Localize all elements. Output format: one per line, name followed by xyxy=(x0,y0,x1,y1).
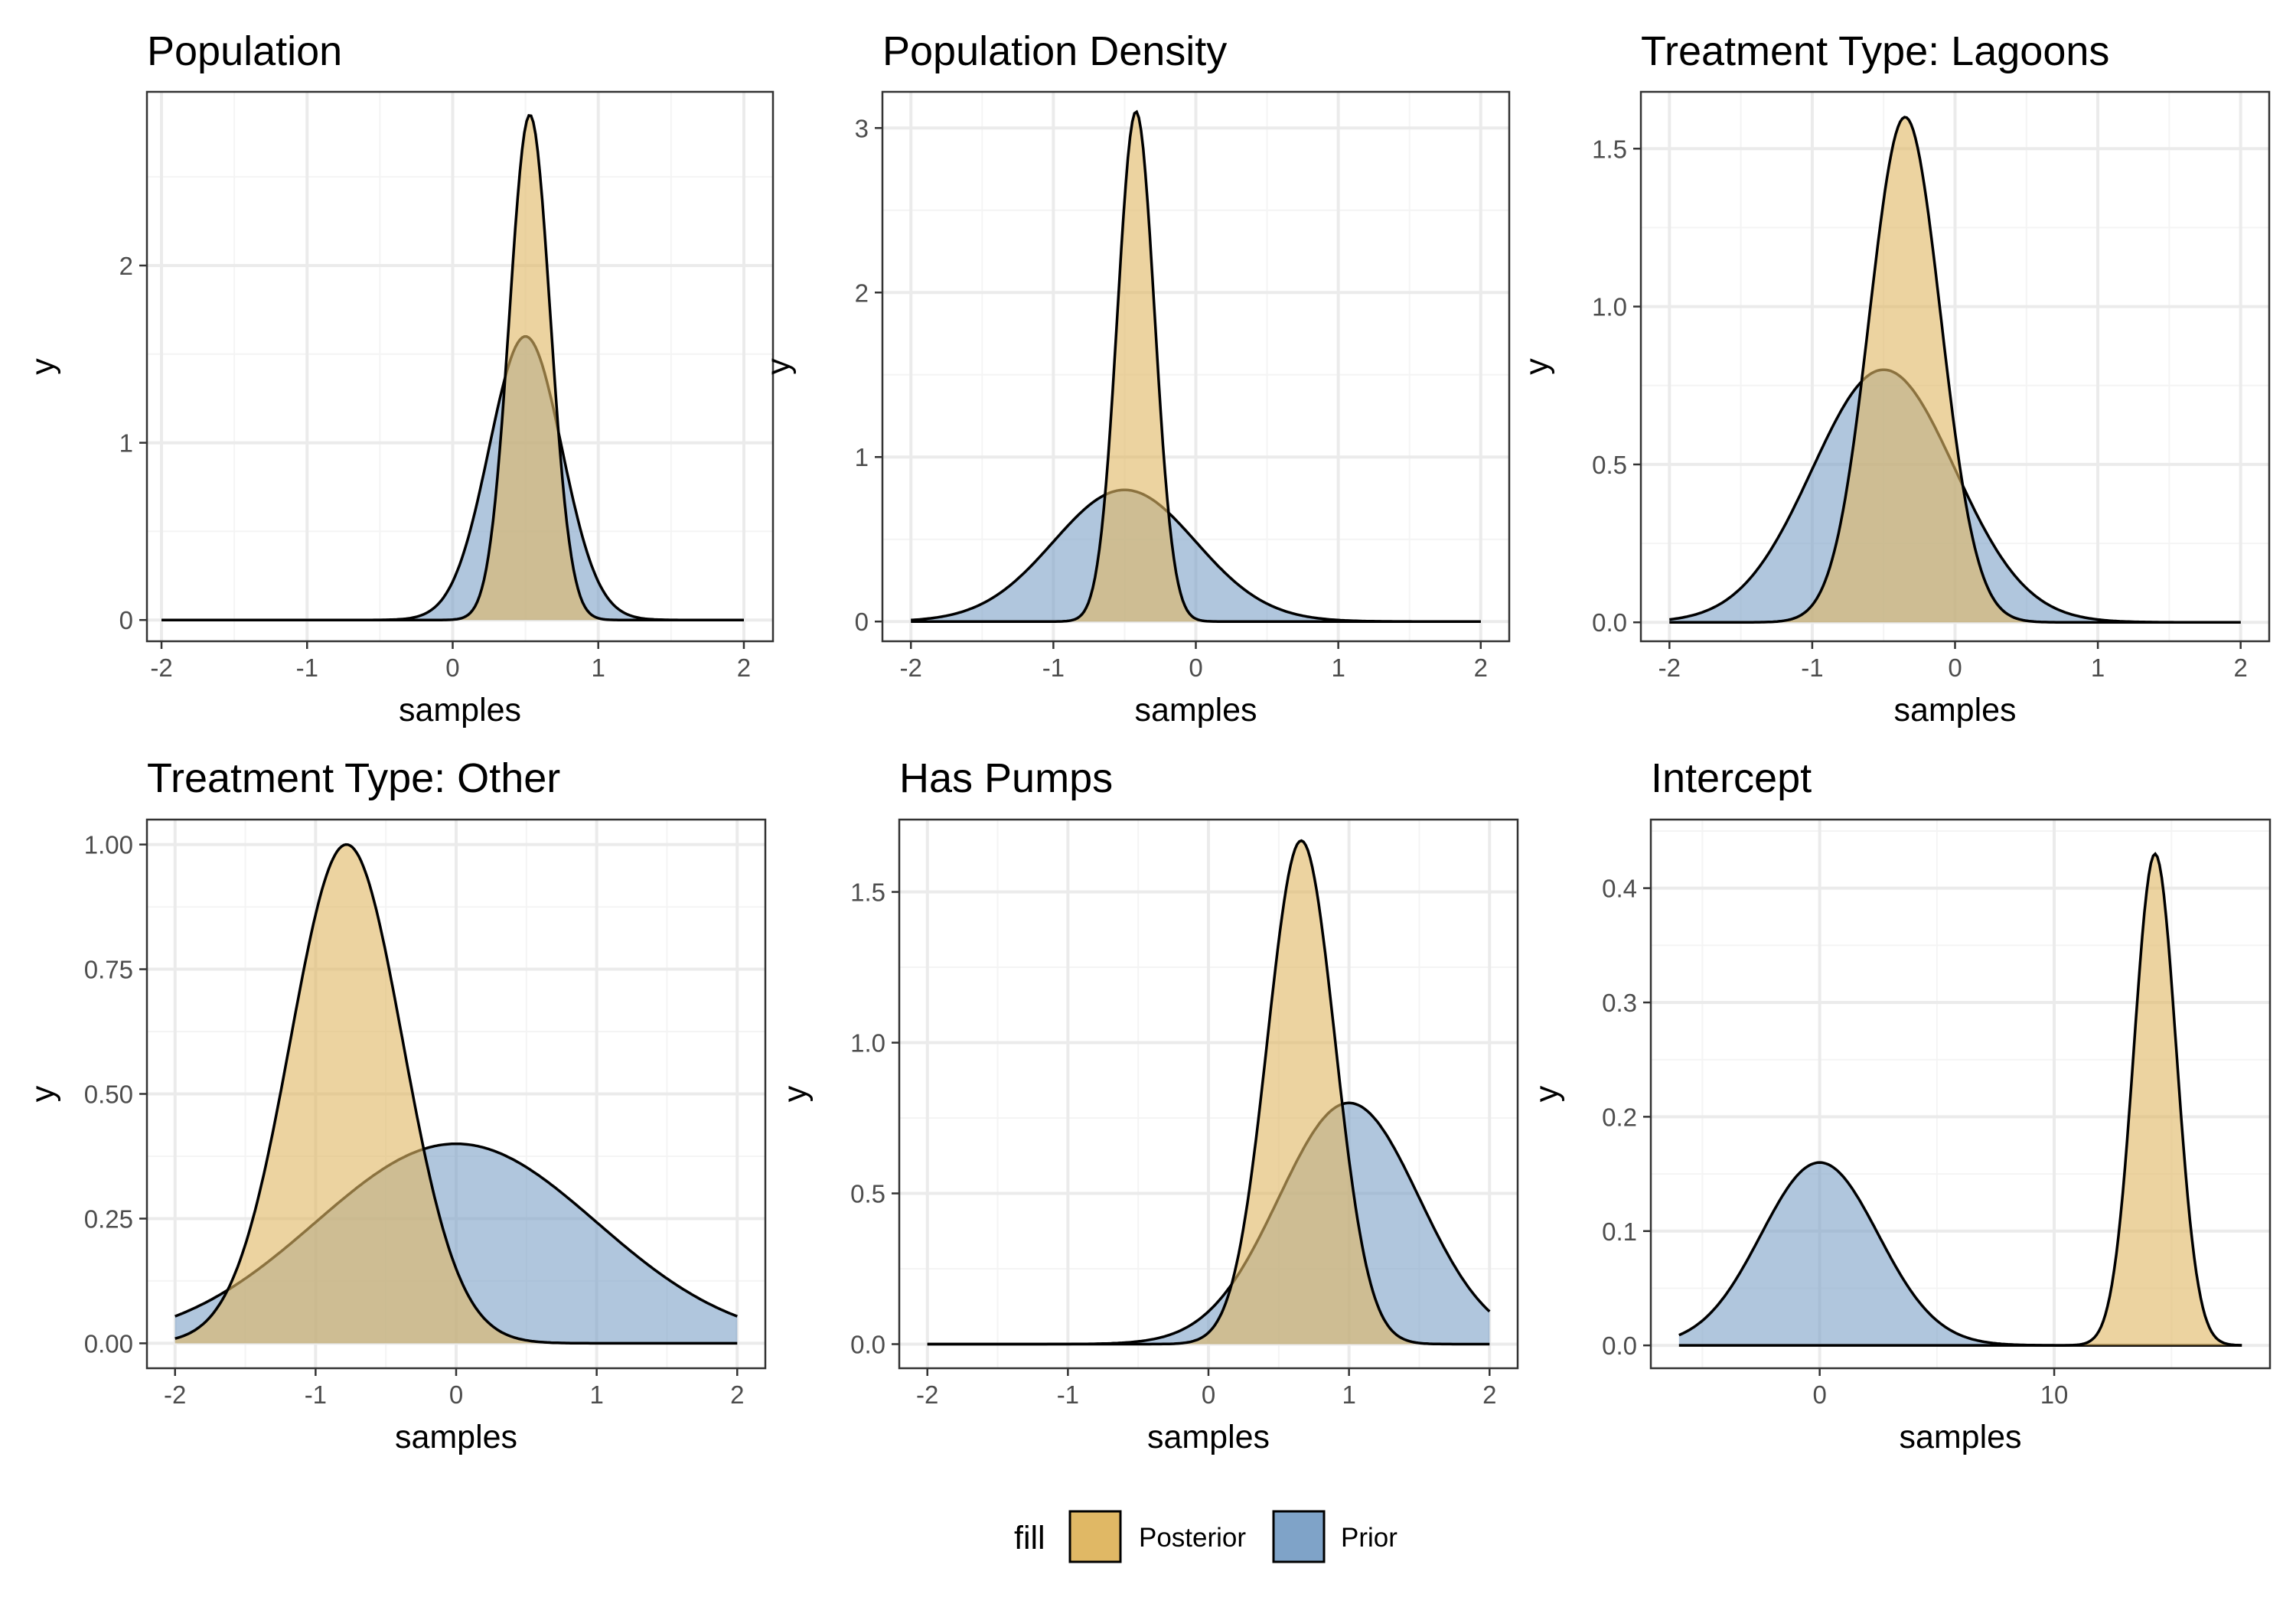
y-tick-label: 0.2 xyxy=(1602,1103,1637,1131)
x-tick-label: -2 xyxy=(1658,654,1681,682)
x-tick-label: 0 xyxy=(445,654,459,682)
panel-1: -2 -1 0 1 2 0 1 2 Population samples y xyxy=(24,28,775,729)
y-tick-label: 2 xyxy=(855,279,869,307)
legend-key-prior xyxy=(1272,1510,1326,1563)
y-tick-label: 1 xyxy=(855,443,869,471)
y-tick-label: 1 xyxy=(119,429,133,458)
legend-title: fill xyxy=(1014,1520,1045,1556)
y-tick-label: 0.0 xyxy=(1592,608,1627,637)
posterior-density-line xyxy=(911,109,1481,623)
legend-label-posterior: Posterior xyxy=(1139,1523,1246,1553)
y-axis-title: y xyxy=(1528,1085,1565,1102)
x-tick-label: -2 xyxy=(916,1380,938,1409)
x-tick-label: 0 xyxy=(449,1380,463,1409)
x-tick-label: 1 xyxy=(589,1380,603,1409)
prior-density-area xyxy=(911,490,1481,622)
y-axis-title: y xyxy=(1518,358,1555,375)
x-tick-label: -2 xyxy=(150,654,172,682)
x-axis-title: samples xyxy=(1893,692,2016,729)
y-tick-label: 3 xyxy=(855,114,869,142)
x-tick-label: 2 xyxy=(2234,654,2248,682)
y-tick-label: 0.1 xyxy=(1602,1217,1637,1246)
x-tick-label: 2 xyxy=(730,1380,744,1409)
x-tick-label: -1 xyxy=(1057,1380,1079,1409)
x-tick-label: 0 xyxy=(1948,654,1962,682)
legend-key-posterior xyxy=(1068,1510,1122,1563)
panel-border xyxy=(145,90,775,643)
y-tick-label: 0.0 xyxy=(1602,1332,1637,1360)
y-tick-label: 0.00 xyxy=(84,1329,133,1358)
x-tick-label: -1 xyxy=(305,1380,327,1409)
y-tick-label: 0.25 xyxy=(84,1204,133,1233)
panels: -2 -1 0 1 2 0 1 2 Population samples y -2 -1 0 1 2 0 1 2 3 P… xyxy=(24,28,2272,1455)
x-tick-label: 0 xyxy=(1202,1380,1215,1409)
posterior-density-area xyxy=(927,840,1490,1345)
y-tick-label: 0 xyxy=(119,606,133,634)
x-axis-title: samples xyxy=(395,1419,517,1455)
posterior-density-area xyxy=(174,844,738,1344)
y-tick-label: 0.50 xyxy=(84,1081,133,1109)
x-tick-label: 1 xyxy=(592,654,605,682)
panel-title: Has Pumps xyxy=(899,755,1113,801)
y-tick-label: 0.75 xyxy=(84,956,133,984)
panel-title: Population Density xyxy=(882,28,1227,74)
y-tick-label: 0.5 xyxy=(1592,451,1627,479)
y-tick-label: 1.5 xyxy=(850,878,885,907)
panel-2: -2 -1 0 1 2 0 1 2 3 Population Density samples y xyxy=(760,28,1511,729)
panel-6: 0 10 0.0 0.1 0.2 0.3 0.4 Intercept samples y xyxy=(1528,755,2272,1455)
x-tick-label: 10 xyxy=(2040,1380,2069,1409)
x-tick-label: -1 xyxy=(296,654,318,682)
legend-label-prior: Prior xyxy=(1341,1523,1397,1553)
y-tick-label: 0.4 xyxy=(1602,875,1637,903)
posterior-density-line xyxy=(1669,116,2241,624)
panel-title: Treatment Type: Other xyxy=(147,755,560,801)
panel-title: Intercept xyxy=(1651,755,1812,801)
y-axis-title: y xyxy=(760,358,797,375)
posterior-density-line xyxy=(927,839,1490,1346)
y-tick-label: 1.00 xyxy=(84,831,133,859)
y-axis-title: y xyxy=(24,1085,61,1102)
y-tick-label: 0.0 xyxy=(850,1330,885,1358)
legend: fill Posterior Prior xyxy=(1014,1510,1397,1563)
y-tick-label: 2 xyxy=(119,252,133,280)
x-tick-label: 1 xyxy=(1331,654,1345,682)
y-tick-label: 1.0 xyxy=(850,1029,885,1058)
panel-background xyxy=(147,92,773,641)
panel-title: Population xyxy=(147,28,342,74)
y-axis-title: y xyxy=(24,358,61,375)
posterior-density-line xyxy=(1678,852,2242,1347)
x-tick-label: 0 xyxy=(1189,654,1202,682)
panel-4: -2 -1 0 1 2 0.00 0.25 0.50 0.75 1.00 Treatment Typ… xyxy=(24,755,767,1455)
x-tick-label: 1 xyxy=(2091,654,2105,682)
x-tick-label: 2 xyxy=(1482,1380,1496,1409)
x-tick-label: 2 xyxy=(1474,654,1488,682)
panel-border xyxy=(1649,818,2272,1370)
y-tick-label: 0.5 xyxy=(850,1180,885,1208)
y-axis-title: y xyxy=(777,1085,814,1102)
x-axis-title: samples xyxy=(1147,1419,1270,1455)
x-tick-label: -2 xyxy=(900,654,922,682)
x-tick-label: -1 xyxy=(1801,654,1823,682)
y-tick-label: 0 xyxy=(855,608,869,636)
x-tick-label: 2 xyxy=(737,654,751,682)
panel-3: -2 -1 0 1 2 0.0 0.5 1.0 1.5 Treatment Type: Lagoo… xyxy=(1518,28,2271,729)
posterior-density-area xyxy=(1678,853,2242,1346)
panel-title: Treatment Type: Lagoons xyxy=(1641,28,2109,74)
y-tick-label: 1.5 xyxy=(1592,135,1627,163)
posterior-density-line xyxy=(174,843,738,1345)
posterior-density-area xyxy=(1669,117,2241,623)
y-tick-label: 0.3 xyxy=(1602,989,1637,1017)
x-tick-label: -1 xyxy=(1042,654,1065,682)
panel-5: -2 -1 0 1 2 0.0 0.5 1.0 1.5 Has Pumps samples y xyxy=(777,755,1519,1455)
posterior-density-line xyxy=(161,113,744,621)
x-axis-title: samples xyxy=(1134,692,1257,729)
y-tick-label: 1.0 xyxy=(1592,293,1627,321)
x-tick-label: 1 xyxy=(1342,1380,1355,1409)
x-tick-label: 0 xyxy=(1812,1380,1826,1409)
prior-density-area xyxy=(1678,1162,2242,1346)
x-axis-title: samples xyxy=(1899,1419,2021,1455)
x-tick-label: -2 xyxy=(164,1380,186,1409)
x-axis-title: samples xyxy=(399,692,521,729)
